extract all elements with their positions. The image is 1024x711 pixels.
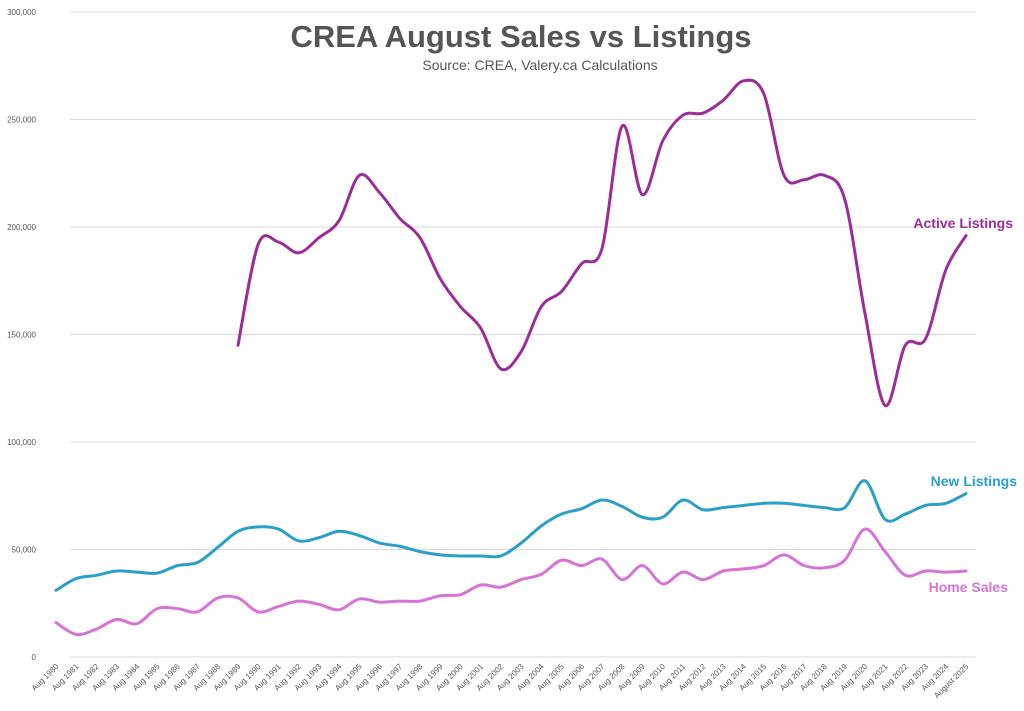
y-tick-label: 100,000 (7, 438, 36, 447)
series-labels: Active Listings New Listings Home Sales (913, 215, 1017, 595)
y-axis-ticks: 0 50,000 100,000 150,000 200,000 250,000 300,0… (7, 8, 36, 662)
series-line-new-listings (54, 479, 968, 592)
y-tick-label: 300,000 (7, 8, 36, 17)
series-label-new-listings: New Listings (931, 473, 1018, 489)
gridlines (70, 11, 976, 658)
series-line-home-sales (54, 527, 968, 637)
y-tick-label: 200,000 (7, 223, 36, 232)
y-tick-label: 250,000 (7, 116, 36, 125)
series-line-active-listings (236, 78, 968, 407)
series-label-home-sales: Home Sales (929, 579, 1009, 595)
chart-subtitle: Source: CREA, Valery.ca Calculations (422, 57, 657, 73)
y-tick-label: 50,000 (12, 546, 37, 555)
series-label-active-listings: Active Listings (913, 215, 1013, 231)
y-tick-label: 0 (32, 653, 37, 662)
series-lines (54, 78, 968, 637)
chart-title: CREA August Sales vs Listings (290, 19, 751, 54)
y-tick-label: 150,000 (7, 331, 36, 340)
